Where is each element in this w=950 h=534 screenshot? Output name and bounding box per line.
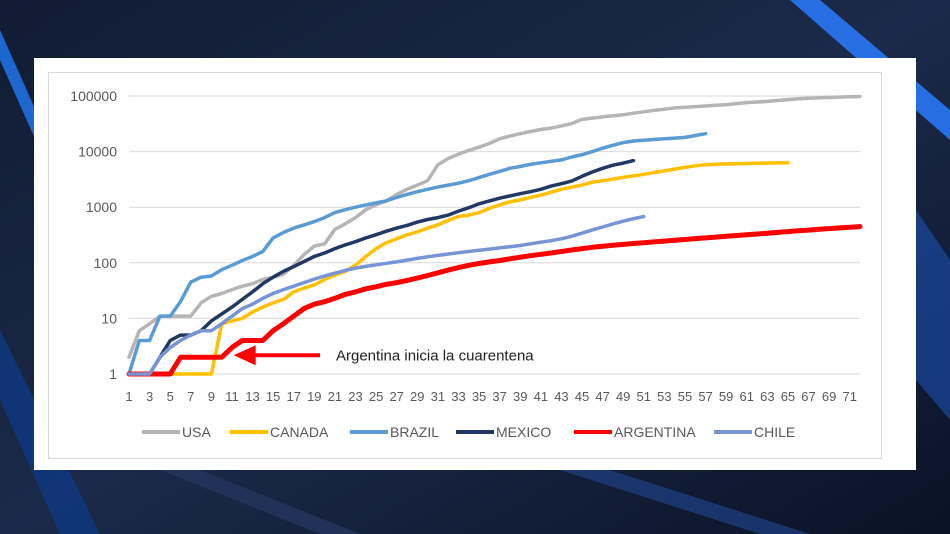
x-tick-label-49: 49: [616, 389, 630, 404]
x-axis-tick-labels: 1 3 5 7 9 11 13 15 17 19 21 23 25 27 29 31 33 35 37 39 41 43 4…: [125, 389, 857, 404]
x-tick-label-63: 63: [760, 389, 774, 404]
x-tick-label-51: 51: [637, 389, 651, 404]
y-tick-label-10: 10: [101, 310, 117, 326]
y-tick-label-10000: 10000: [78, 144, 117, 160]
x-tick-label-61: 61: [740, 389, 754, 404]
legend-label-canada: CANADA: [270, 424, 329, 440]
x-tick-label-35: 35: [472, 389, 486, 404]
x-tick-label-31: 31: [431, 389, 445, 404]
annotation: Argentina inicia la cuarentena: [233, 345, 534, 366]
x-tick-label-33: 33: [451, 389, 465, 404]
y-tick-label-1: 1: [109, 366, 117, 382]
chart-frame: [48, 72, 882, 459]
series-line-brazil: [127, 131, 708, 376]
series-line-chile: [127, 214, 646, 376]
legend-label-chile: CHILE: [754, 424, 795, 440]
x-tick-label-47: 47: [595, 389, 609, 404]
series-line-canada: [127, 161, 790, 376]
legend-label-mexico: MEXICO: [496, 424, 551, 440]
x-tick-label-71: 71: [842, 389, 856, 404]
x-tick-label-69: 69: [822, 389, 836, 404]
x-tick-label-13: 13: [245, 389, 259, 404]
legend: USA CANADA BRAZIL MEXICO ARGENTINA CHILE: [142, 424, 795, 440]
legend-label-usa: USA: [182, 424, 211, 440]
x-tick-label-5: 5: [167, 389, 174, 404]
y-axis-tick-labels: 1 10 100 1000 10000 100000: [70, 88, 117, 382]
legend-label-argentina: ARGENTINA: [614, 424, 696, 440]
x-tick-label-39: 39: [513, 389, 527, 404]
x-tick-label-3: 3: [146, 389, 153, 404]
x-tick-label-21: 21: [328, 389, 342, 404]
x-tick-label-45: 45: [575, 389, 589, 404]
x-tick-label-15: 15: [266, 389, 280, 404]
annotation-text: Argentina inicia la cuarentena: [336, 347, 534, 364]
series-line-argentina: [126, 224, 863, 377]
x-tick-label-9: 9: [208, 389, 215, 404]
x-tick-label-41: 41: [534, 389, 548, 404]
x-tick-label-29: 29: [410, 389, 424, 404]
x-tick-label-27: 27: [389, 389, 403, 404]
x-tick-label-23: 23: [348, 389, 362, 404]
legend-label-brazil: BRAZIL: [390, 424, 439, 440]
x-tick-label-17: 17: [286, 389, 300, 404]
x-tick-label-55: 55: [678, 389, 692, 404]
x-tick-label-7: 7: [187, 389, 194, 404]
series-line-mexico: [127, 158, 636, 376]
x-tick-label-25: 25: [369, 389, 383, 404]
y-tick-label-1000: 1000: [86, 199, 117, 215]
x-tick-label-11: 11: [225, 389, 239, 404]
y-tick-label-100: 100: [94, 255, 118, 271]
x-tick-label-59: 59: [719, 389, 733, 404]
x-tick-label-65: 65: [781, 389, 795, 404]
x-tick-label-67: 67: [801, 389, 815, 404]
annotation-arrow-head: [233, 345, 256, 366]
y-tick-label-100000: 100000: [70, 88, 117, 104]
x-tick-label-1: 1: [125, 389, 132, 404]
x-tick-label-19: 19: [307, 389, 321, 404]
x-tick-label-43: 43: [554, 389, 568, 404]
x-tick-label-53: 53: [657, 389, 671, 404]
x-tick-label-57: 57: [698, 389, 712, 404]
series-lines: [126, 94, 863, 377]
x-tick-label-37: 37: [492, 389, 506, 404]
series-line-usa: [127, 94, 862, 360]
